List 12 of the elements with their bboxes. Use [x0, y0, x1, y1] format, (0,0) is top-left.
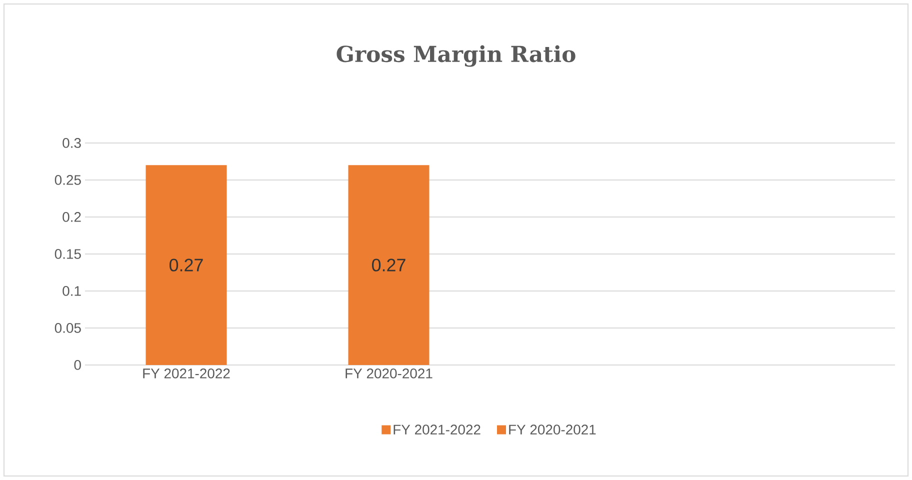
data-label: 0.27: [170, 258, 203, 272]
y-tick-label: 0.2: [62, 212, 81, 222]
y-tick-label: 0.25: [54, 175, 81, 185]
chart-title: Gross Margin Ratio: [336, 45, 576, 67]
y-tick-label: 0.1: [62, 286, 81, 296]
y-tick-label: 0.15: [54, 249, 81, 259]
legend-label: FY 2020-2021: [509, 424, 596, 435]
legend-label: FY 2021-2022: [394, 424, 480, 435]
y-tick-label: 0.3: [62, 138, 81, 148]
y-tick-label: 0.05: [54, 323, 81, 333]
y-tick-label: 0: [74, 360, 81, 370]
data-label: 0.27: [372, 258, 406, 272]
